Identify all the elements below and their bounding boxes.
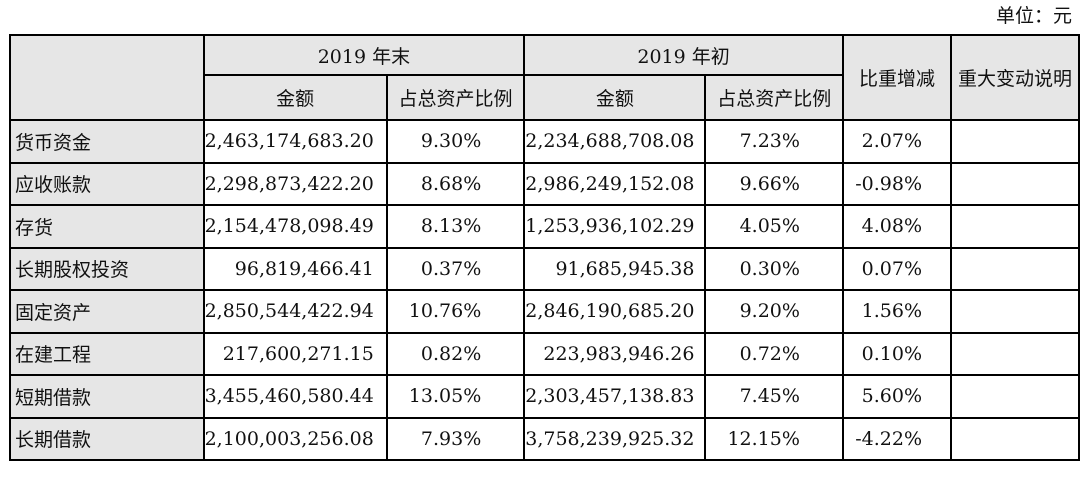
item-name: 存货 [9,204,205,249]
year-begin-ratio: 4.05% [704,204,844,249]
table-row: 固定资产 2,850,544,422.94 10.76% 2,846,190,6… [9,289,1080,334]
change-explanation [950,161,1080,206]
change-explanation [950,374,1080,419]
item-name: 短期借款 [9,374,205,419]
ratio-change: 5.60% [841,374,953,419]
change-explanation [950,119,1080,164]
ratio-change: -0.98% [841,161,953,206]
table-row: 在建工程 217,600,271.15 0.82% 223,983,946.26… [9,331,1080,376]
ratio-change: 4.08% [841,204,953,249]
year-begin-ratio-header: 占总资产比例 [704,74,844,121]
year-begin-amount-header: 金额 [523,74,707,121]
year-begin-amount: 3,758,239,925.32 [523,416,707,461]
year-begin-ratio: 12.15% [704,416,844,461]
year-end-ratio: 8.68% [385,161,526,206]
year-end-amount: 96,819,466.41 [202,246,388,291]
year-begin-amount: 91,685,945.38 [523,246,707,291]
year-end-ratio: 7.93% [385,416,526,461]
year-end-amount-header: 金额 [202,74,388,121]
table-header: 2019 年末 2019 年初 比重增减 重大变动说明 金额 占总资产比例 金额… [9,34,1080,121]
year-end-amount: 2,298,873,422.20 [202,161,388,206]
table-row: 短期借款 3,455,460,580.44 13.05% 2,303,457,1… [9,374,1080,419]
year-end-ratio: 10.76% [385,289,526,334]
ratio-change: 0.10% [841,331,953,376]
ratio-change: 1.56% [841,289,953,334]
item-name: 在建工程 [9,331,205,376]
change-explanation [950,289,1080,334]
explanation-header: 重大变动说明 [950,34,1080,121]
year-end-group-header: 2019 年末 [202,34,526,76]
year-begin-ratio: 9.66% [704,161,844,206]
change-explanation [950,204,1080,249]
year-end-amount: 2,850,544,422.94 [202,289,388,334]
year-end-ratio: 9.30% [385,119,526,164]
year-begin-amount: 2,234,688,708.08 [523,119,707,164]
change-explanation [950,246,1080,291]
year-end-amount: 3,455,460,580.44 [202,374,388,419]
table-row: 应收账款 2,298,873,422.20 8.68% 2,986,249,15… [9,161,1080,206]
year-begin-amount: 223,983,946.26 [523,331,707,376]
change-explanation [950,331,1080,376]
item-name: 货币资金 [9,119,205,164]
balance-sheet-table: 2019 年末 2019 年初 比重增减 重大变动说明 金额 占总资产比例 金额… [9,34,1080,461]
year-begin-ratio: 0.30% [704,246,844,291]
year-end-amount: 2,100,003,256.08 [202,416,388,461]
year-begin-amount: 2,846,190,685.20 [523,289,707,334]
table-row: 存货 2,154,478,098.49 8.13% 1,253,936,102.… [9,204,1080,249]
year-end-amount: 217,600,271.15 [202,331,388,376]
year-begin-group-header: 2019 年初 [523,34,844,76]
table-row: 长期股权投资 96,819,466.41 0.37% 91,685,945.38… [9,246,1080,291]
year-begin-ratio: 0.72% [704,331,844,376]
year-begin-ratio: 7.45% [704,374,844,419]
change-explanation [950,416,1080,461]
row-header-cell [9,34,205,121]
year-end-amount: 2,154,478,098.49 [202,204,388,249]
ratio-change: -4.22% [841,416,953,461]
table-row: 货币资金 2,463,174,683.20 9.30% 2,234,688,70… [9,119,1080,164]
year-end-ratio: 0.37% [385,246,526,291]
unit-label: 单位：元 [995,5,1072,27]
year-end-ratio: 0.82% [385,331,526,376]
item-name: 长期借款 [9,416,205,461]
year-end-ratio-header: 占总资产比例 [385,74,526,121]
ratio-change: 2.07% [841,119,953,164]
item-name: 应收账款 [9,161,205,206]
year-begin-amount: 2,986,249,152.08 [523,161,707,206]
table-body: 货币资金 2,463,174,683.20 9.30% 2,234,688,70… [9,119,1080,461]
change-header: 比重增减 [841,34,953,121]
ratio-change: 0.07% [841,246,953,291]
year-end-ratio: 8.13% [385,204,526,249]
year-begin-ratio: 7.23% [704,119,844,164]
year-begin-amount: 2,303,457,138.83 [523,374,707,419]
year-begin-ratio: 9.20% [704,289,844,334]
item-name: 长期股权投资 [9,246,205,291]
year-end-ratio: 13.05% [385,374,526,419]
item-name: 固定资产 [9,289,205,334]
table-row: 长期借款 2,100,003,256.08 7.93% 3,758,239,92… [9,416,1080,461]
year-end-amount: 2,463,174,683.20 [202,119,388,164]
year-begin-amount: 1,253,936,102.29 [523,204,707,249]
